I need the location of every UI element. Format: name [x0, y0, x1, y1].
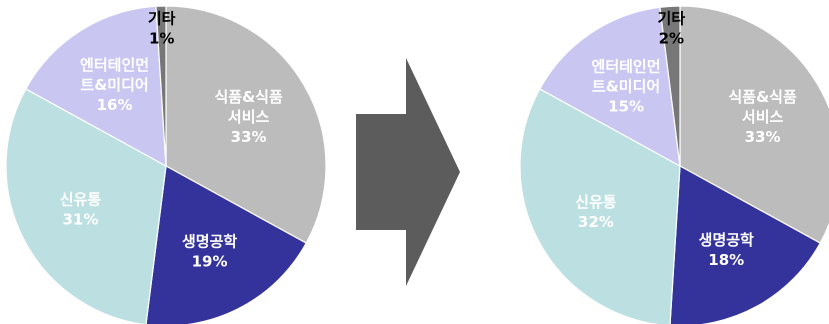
category-label-new-retail: 신유통	[575, 193, 617, 211]
pie-slice-food-service	[165, 5, 327, 244]
pie-slice-entertainment-media	[538, 6, 681, 168]
pie-slice-food-service	[679, 5, 829, 244]
value-label-other: 1%	[149, 29, 174, 47]
category-label-biotech: 생명공학	[699, 231, 754, 249]
category-label-food-service: 식품&식품	[728, 88, 796, 106]
value-label-new-retail: 32%	[578, 213, 614, 231]
pie-slice-biotech	[145, 165, 308, 324]
value-label-entertainment-media: 15%	[608, 98, 644, 116]
category-label-other: 기타	[148, 9, 176, 27]
value-label-food-service: 33%	[231, 128, 267, 146]
category-label-entertainment-media: 엔터테인먼	[80, 56, 149, 74]
value-label-food-service: 33%	[745, 128, 781, 146]
pie-slice-new-retail	[519, 88, 681, 324]
category-label-entertainment-media: 엔터테인먼	[592, 58, 661, 76]
value-label-biotech: 18%	[708, 251, 744, 269]
pie-slice-other	[659, 5, 681, 167]
category-label-entertainment-media: 트&미디어	[80, 76, 148, 94]
category-label-biotech: 생명공학	[182, 233, 237, 251]
pie-slice-new-retail	[5, 88, 167, 324]
category-label-food-service: 서비스	[742, 108, 784, 126]
pie-slice-biotech	[669, 165, 822, 324]
value-label-new-retail: 31%	[63, 211, 99, 229]
category-label-food-service: 서비스	[228, 108, 270, 126]
category-label-other: 기타	[658, 10, 686, 28]
right-arrow-icon	[356, 58, 460, 286]
value-label-entertainment-media: 16%	[97, 96, 133, 114]
value-label-other: 2%	[659, 30, 684, 48]
category-label-entertainment-media: 트&미디어	[592, 78, 660, 96]
pie-slice-entertainment-media	[24, 5, 167, 168]
pie-slice-other	[155, 5, 167, 167]
category-label-new-retail: 신유통	[60, 191, 102, 209]
category-label-food-service: 식품&식품	[214, 88, 282, 106]
value-label-biotech: 19%	[192, 253, 228, 271]
